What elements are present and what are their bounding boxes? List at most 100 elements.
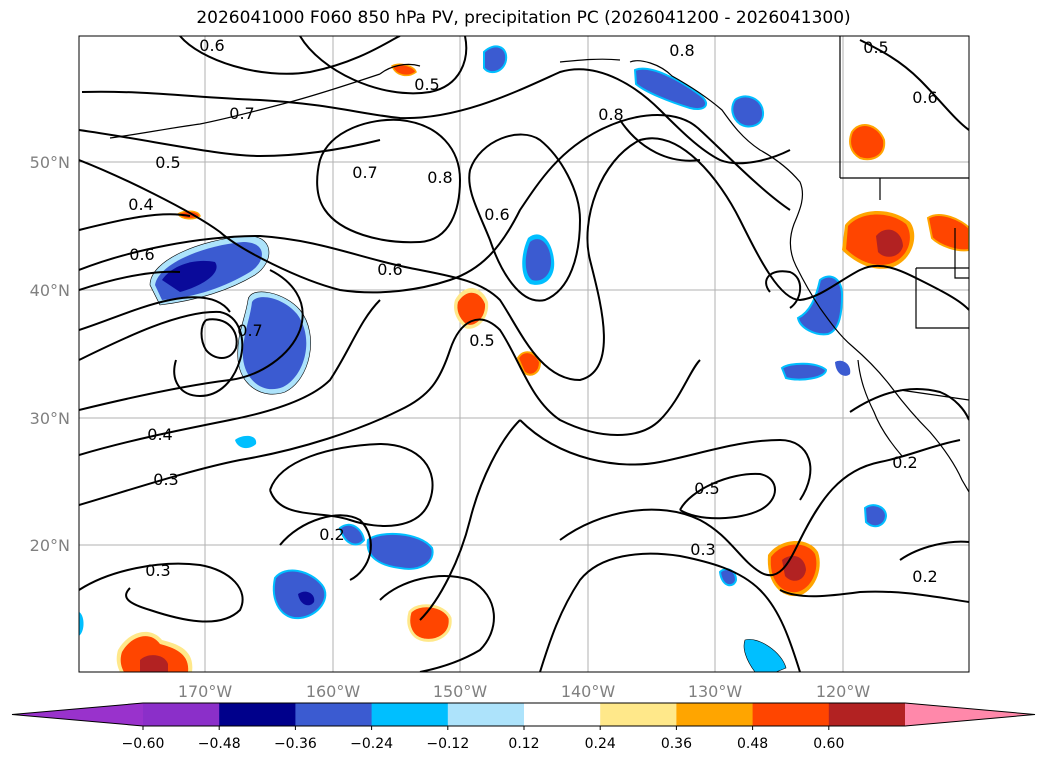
precip-pos-blob (120, 636, 189, 672)
contour-line (79, 296, 231, 331)
precip-neg-blob (525, 239, 552, 281)
lat-label: 50°N (30, 153, 70, 172)
map-title: 2026041000 F060 850 hPa PV, precipitatio… (196, 8, 851, 28)
colorbar-segment (447, 703, 525, 726)
contour-label: 0.3 (690, 540, 715, 559)
contour-line (79, 562, 244, 623)
contour-label: 0.5 (155, 153, 180, 172)
colorbar-segment (600, 703, 677, 726)
lon-label: 170°W (178, 682, 233, 701)
contour-line (79, 270, 181, 291)
colorbar (11, 702, 1036, 727)
contour-label: 0.7 (229, 104, 254, 123)
colorbar-segment (295, 703, 373, 726)
colorbar-tick-label: 0.60 (813, 736, 844, 752)
precip-neg-blob (483, 45, 508, 74)
contour-line (419, 419, 521, 621)
lon-label: 120°W (816, 682, 871, 701)
contour-line (200, 318, 238, 359)
contour-line (899, 540, 969, 561)
colorbar-segment (371, 703, 449, 726)
contour-line (179, 36, 401, 75)
contour-label: 0.3 (145, 561, 170, 580)
contour-line (79, 318, 701, 506)
contour-label: 0.3 (153, 470, 178, 489)
contour-label: 0.6 (199, 36, 224, 55)
contour-line (79, 114, 791, 294)
contour-line (619, 119, 701, 162)
precip-neg-blob (298, 591, 315, 606)
contour-line (79, 299, 381, 456)
contour-line (679, 472, 776, 520)
contour-label: 0.7 (237, 321, 262, 340)
contour-line (79, 310, 244, 398)
precip-pos-blob (516, 351, 542, 376)
contour-line (779, 589, 969, 603)
contour-label: 0.5 (414, 75, 439, 94)
lat-label: 40°N (30, 281, 70, 300)
longitude-labels: 170°W 160°W 150°W 140°W 130°W 120°W (178, 682, 871, 701)
contour-label: 0.5 (469, 331, 494, 350)
contour-label: 0.8 (427, 168, 452, 187)
precip-neg-blob (731, 95, 765, 128)
contour-label: 0.5 (863, 38, 888, 57)
contour-line (81, 68, 791, 165)
contour-line (279, 514, 372, 581)
contour-line (859, 39, 969, 131)
precip-pos-blob (926, 214, 969, 252)
precip-negative-regions (79, 45, 888, 672)
contour-label: 0.6 (377, 260, 402, 279)
contour-labels: 0.6 0.8 0.5 0.5 0.6 0.7 0.8 0.7 0.8 0.5 … (128, 36, 937, 586)
contour-label: 0.6 (912, 88, 937, 107)
precip-neg-blob (780, 362, 828, 381)
contour-label: 0.5 (694, 479, 719, 498)
contour-line (379, 575, 495, 672)
precip-positive-regions (116, 63, 969, 672)
contour-line (79, 137, 969, 382)
contour-label: 0.4 (128, 195, 153, 214)
precip-pos-blob (876, 229, 903, 257)
contour-label: 0.6 (484, 205, 509, 224)
colorbar-tick-label: −0.48 (198, 736, 241, 752)
colorbar-tick-label: −0.60 (122, 736, 165, 752)
contour-label: 0.2 (892, 453, 917, 472)
contour-line (299, 36, 468, 95)
contour-label: 0.7 (352, 163, 377, 182)
colorbar-tick-label: 0.36 (661, 736, 692, 752)
contour-line (519, 419, 812, 501)
precip-pos-blob (391, 63, 417, 77)
precip-neg-blob (79, 612, 84, 636)
contour-line (849, 388, 969, 421)
contour-line (539, 552, 801, 672)
precip-neg-blob (743, 639, 787, 672)
precip-neg-blob (366, 532, 434, 570)
colorbar-segment (828, 703, 906, 726)
gridlines (79, 36, 969, 672)
plot-frame (78, 35, 970, 673)
precip-neg-blob (162, 260, 217, 292)
lon-label: 130°W (688, 682, 743, 701)
colorbar-tick-label: 0.12 (508, 736, 539, 752)
colorbar-tick-label: 0.24 (585, 736, 616, 752)
lon-label: 160°W (306, 682, 361, 701)
precip-neg-blob (235, 435, 257, 449)
colorbar-segment (219, 703, 296, 726)
contour-line (269, 442, 434, 527)
precip-pos-blob (849, 124, 886, 161)
precip-neg-blob (863, 504, 888, 528)
contour-label: 0.8 (598, 105, 623, 124)
coastlines (109, 36, 969, 493)
contour-line (765, 270, 802, 309)
precip-neg-blob (633, 67, 708, 110)
contour-line (316, 118, 462, 244)
contour-label: 0.2 (912, 567, 937, 586)
contour-line (559, 439, 961, 577)
colorbar-tick-label: 0.48 (737, 736, 768, 752)
lon-label: 150°W (433, 682, 488, 701)
precip-pos-blob (140, 655, 168, 672)
colorbar-segment (752, 703, 830, 726)
precip-neg-blob (242, 297, 307, 390)
precip-neg-blob (338, 523, 366, 546)
precip-pos-blob (407, 604, 452, 642)
